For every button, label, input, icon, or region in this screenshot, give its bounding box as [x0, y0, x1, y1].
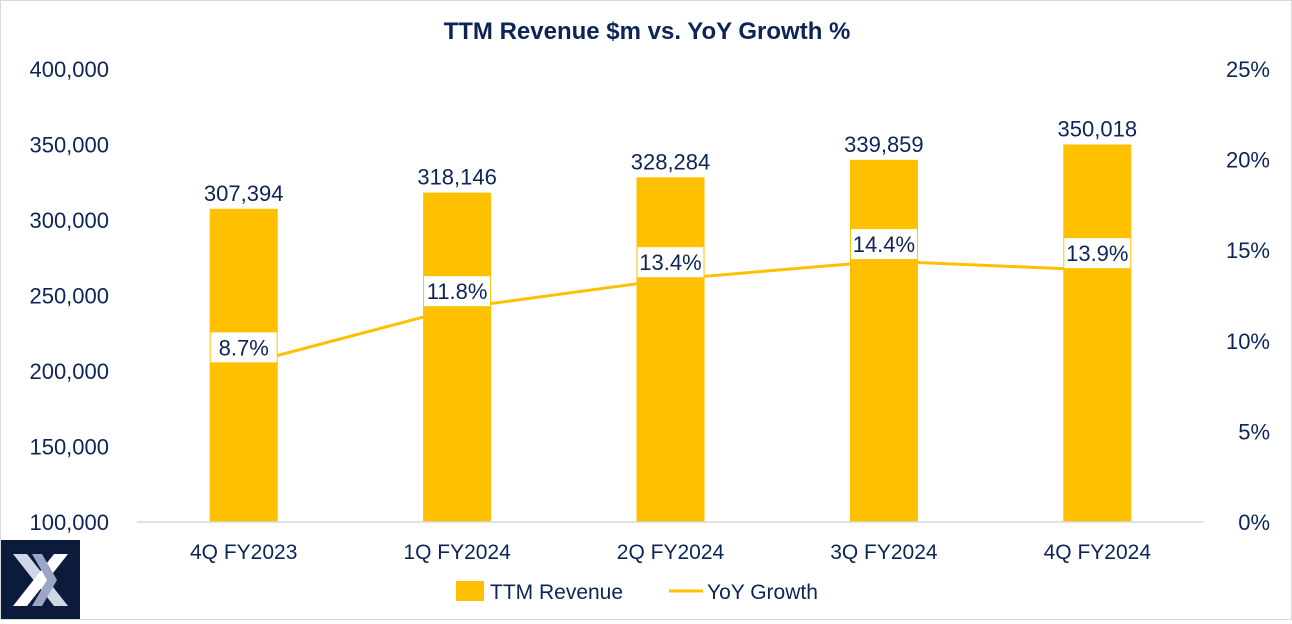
right-axis-tick-label: 0%: [1238, 510, 1270, 535]
legend-label-yoy-growth: YoY Growth: [707, 581, 818, 604]
x-axis-category-label: 4Q FY2023: [190, 541, 297, 564]
legend-swatch-bar: [456, 581, 484, 601]
bar-value-label: 318,146: [417, 165, 497, 190]
legend-label-ttm-revenue: TTM Revenue: [490, 581, 623, 604]
x-logo-icon: [13, 554, 68, 606]
point-value-label: 8.7%: [219, 335, 269, 360]
left-axis-tick-label: 400,000: [29, 57, 109, 82]
point-label-box: [1064, 238, 1131, 269]
x-axis-category-label: 1Q FY2024: [403, 541, 511, 564]
right-axis-tick-label: 15%: [1226, 238, 1270, 263]
right-axis-tick-label: 10%: [1226, 329, 1270, 354]
point-value-label: 13.9%: [1066, 241, 1128, 266]
point-label-box: [850, 229, 917, 260]
line-yoy-growth: [243, 259, 1098, 366]
point-label-box: [424, 276, 491, 307]
x-axis-category-label: 3Q FY2024: [830, 541, 938, 564]
left-axis-tick-label: 200,000: [29, 359, 109, 384]
x-axis-category-label: 4Q FY2024: [1044, 541, 1152, 564]
point-value-label: 13.4%: [639, 250, 701, 275]
bar-value-label: 339,859: [844, 132, 924, 157]
bar-ttm-revenue: [849, 159, 918, 522]
bar-ttm-revenue: [1063, 144, 1132, 522]
right-axis-tick-label: 5%: [1238, 419, 1270, 444]
left-axis-tick-label: 250,000: [29, 284, 109, 309]
bar-ttm-revenue: [423, 192, 492, 522]
left-axis-tick-label: 150,000: [29, 435, 109, 460]
bar-ttm-revenue: [636, 177, 705, 523]
point-value-label: 11.8%: [427, 279, 488, 304]
point-value-label: 14.4%: [853, 232, 915, 257]
point-label-box: [637, 247, 704, 278]
bar-value-label: 328,284: [631, 149, 711, 174]
right-axis-tick-label: 20%: [1226, 148, 1270, 173]
left-axis-tick-label: 300,000: [29, 208, 109, 233]
right-axis-tick-label: 25%: [1226, 57, 1270, 82]
brand-logo: [1, 540, 80, 619]
x-axis-category-label: 2Q FY2024: [617, 541, 725, 564]
bar-value-label: 350,018: [1058, 116, 1138, 141]
bar-value-label: 307,394: [204, 181, 284, 206]
chart-title: TTM Revenue $m vs. YoY Growth %: [444, 18, 851, 45]
point-label-box: [210, 332, 277, 363]
left-axis-tick-label: 350,000: [29, 133, 109, 158]
bar-ttm-revenue: [209, 208, 278, 522]
left-axis-tick-label: 100,000: [29, 510, 109, 535]
